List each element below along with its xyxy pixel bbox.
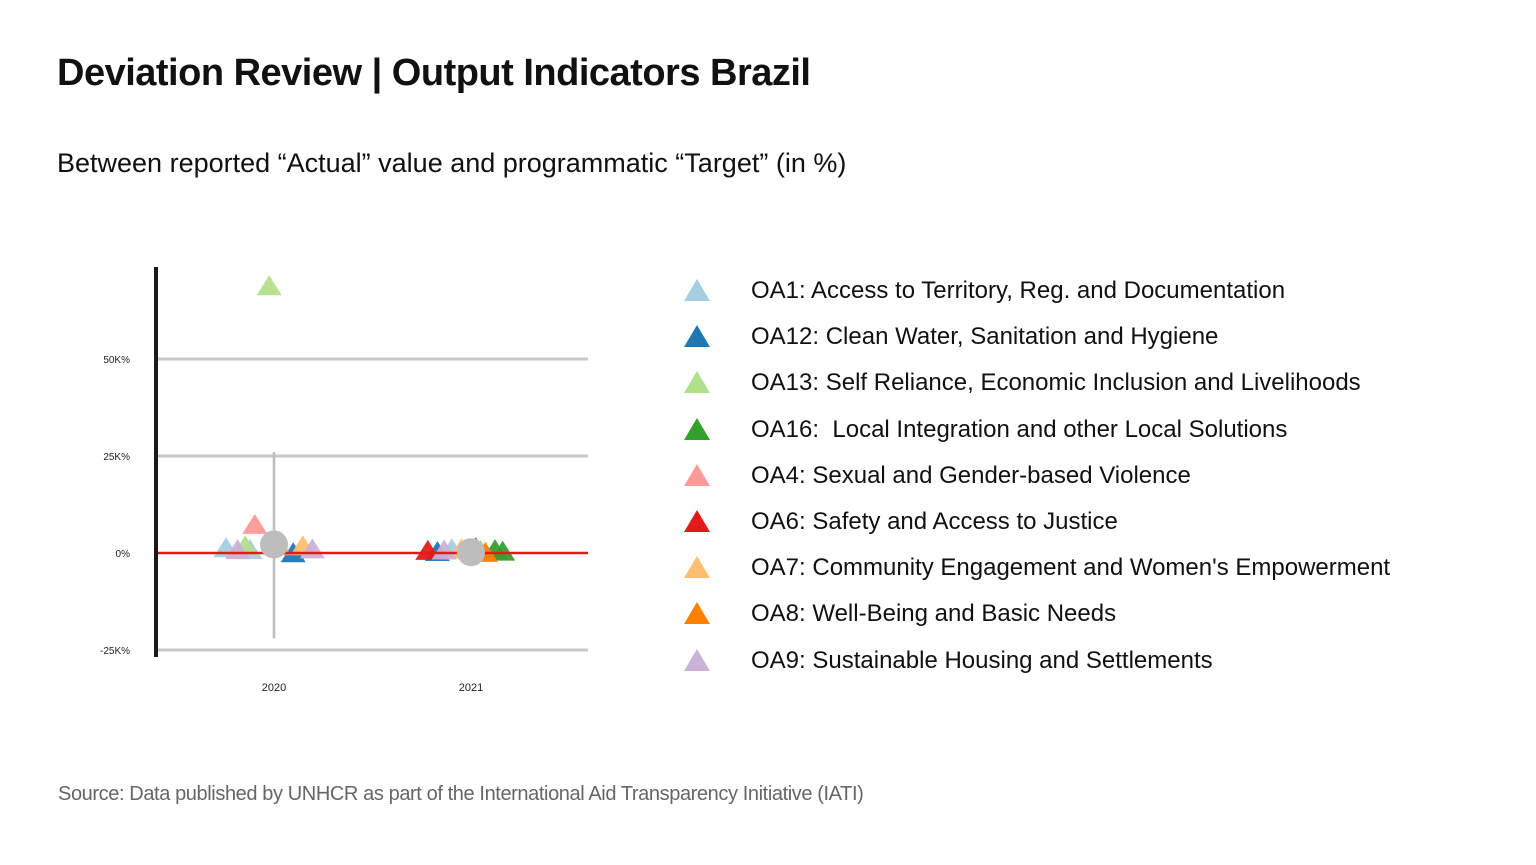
legend-item: OA9: Sustainable Housing and Settlements xyxy=(682,638,1512,684)
triangle-icon xyxy=(682,277,716,305)
data-point xyxy=(242,513,268,534)
legend-label: OA7: Community Engagement and Women's Em… xyxy=(751,554,1391,582)
legend-label: OA13: Self Reliance, Economic Inclusion … xyxy=(751,369,1361,397)
data-point xyxy=(256,275,282,296)
y-tick-label: -25K% xyxy=(100,646,130,657)
triangle-icon xyxy=(682,508,716,536)
data-point xyxy=(415,539,441,560)
x-tick-label: 2021 xyxy=(459,682,483,694)
deviation-chart: 50K% 25K% 0% -25K% 2020 2021 xyxy=(80,255,620,710)
triangle-icon xyxy=(682,554,716,582)
legend-label: OA1: Access to Territory, Reg. and Docum… xyxy=(751,277,1286,305)
legend-label: OA12: Clean Water, Sanitation and Hygien… xyxy=(751,323,1219,351)
triangle-icon xyxy=(682,323,716,351)
legend-label: OA4: Sexual and Gender-based Violence xyxy=(751,461,1191,489)
legend-item: OA13: Self Reliance, Economic Inclusion … xyxy=(682,360,1512,406)
triangle-icon xyxy=(682,369,716,397)
y-tick-label: 25K% xyxy=(103,452,130,463)
legend-label: OA9: Sustainable Housing and Settlements xyxy=(751,646,1213,674)
legend-label: OA8: Well-Being and Basic Needs xyxy=(751,600,1117,628)
data-point xyxy=(490,540,516,561)
legend-label: OA16: Local Integration and other Local … xyxy=(751,415,1288,443)
x-tick-label: 2020 xyxy=(262,682,286,694)
triangle-icon xyxy=(682,647,716,675)
mean-marker-2021 xyxy=(457,538,485,567)
triangle-icon xyxy=(682,462,716,490)
page-subtitle: Between reported “Actual” value and prog… xyxy=(57,148,847,178)
chart-legend: OA1: Access to Territory, Reg. and Docum… xyxy=(682,268,1512,684)
page-title: Deviation Review | Output Indicators Bra… xyxy=(57,52,811,94)
y-tick-label: 50K% xyxy=(103,355,130,366)
data-point xyxy=(431,539,457,560)
legend-item: OA1: Access to Territory, Reg. and Docum… xyxy=(682,268,1512,314)
legend-label: OA6: Safety and Access to Justice xyxy=(751,508,1118,536)
y-tick-label: 0% xyxy=(116,549,131,560)
legend-item: OA6: Safety and Access to Justice xyxy=(682,499,1512,545)
triangle-icon xyxy=(682,416,716,444)
legend-item: OA16: Local Integration and other Local … xyxy=(682,407,1512,453)
legend-item: OA12: Clean Water, Sanitation and Hygien… xyxy=(682,314,1512,360)
mean-marker-2020 xyxy=(260,530,288,559)
triangle-icon xyxy=(682,600,716,628)
chart-svg: 50K% 25K% 0% -25K% 2020 2021 xyxy=(100,267,588,694)
source-note: Source: Data published by UNHCR as part … xyxy=(58,783,864,805)
legend-item: OA7: Community Engagement and Women's Em… xyxy=(682,545,1512,591)
legend-item: OA8: Well-Being and Basic Needs xyxy=(682,591,1512,637)
legend-item: OA4: Sexual and Gender-based Violence xyxy=(682,453,1512,499)
